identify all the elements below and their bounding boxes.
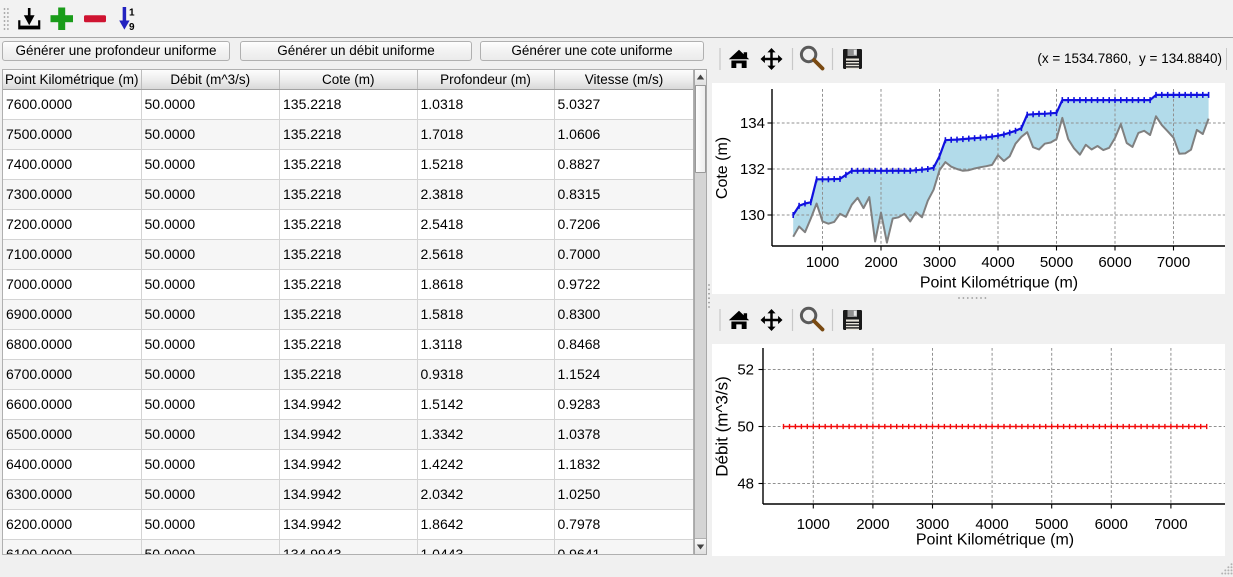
- svg-text:1000: 1000: [806, 254, 839, 271]
- svg-text:1000: 1000: [797, 516, 830, 533]
- svg-text:Point Kilométrique (m): Point Kilométrique (m): [920, 275, 1078, 292]
- svg-text:52: 52: [737, 362, 754, 379]
- svg-text:130: 130: [740, 207, 765, 224]
- svg-text:3000: 3000: [916, 516, 949, 533]
- svg-text:7000: 7000: [1154, 516, 1187, 533]
- svg-text:132: 132: [740, 161, 765, 178]
- svg-text:1: 1: [129, 8, 135, 19]
- svg-text:Point Kilométrique (m): Point Kilométrique (m): [916, 532, 1074, 549]
- svg-text:5000: 5000: [1040, 254, 1073, 271]
- svg-text:3000: 3000: [923, 254, 956, 271]
- svg-text:2000: 2000: [864, 254, 897, 271]
- svg-text:9: 9: [129, 22, 135, 33]
- svg-text:6000: 6000: [1098, 254, 1131, 271]
- svg-text:7000: 7000: [1157, 254, 1190, 271]
- svg-text:6000: 6000: [1095, 516, 1128, 533]
- svg-text:Débit (m^3/s): Débit (m^3/s): [713, 376, 732, 477]
- svg-text:134: 134: [740, 115, 765, 132]
- svg-text:48: 48: [737, 476, 754, 493]
- svg-text:Cote (m): Cote (m): [714, 137, 731, 199]
- svg-text:5000: 5000: [1035, 516, 1068, 533]
- svg-text:2000: 2000: [856, 516, 889, 533]
- svg-text:4000: 4000: [981, 254, 1014, 271]
- svg-text:50: 50: [737, 419, 754, 436]
- svg-text:4000: 4000: [975, 516, 1008, 533]
